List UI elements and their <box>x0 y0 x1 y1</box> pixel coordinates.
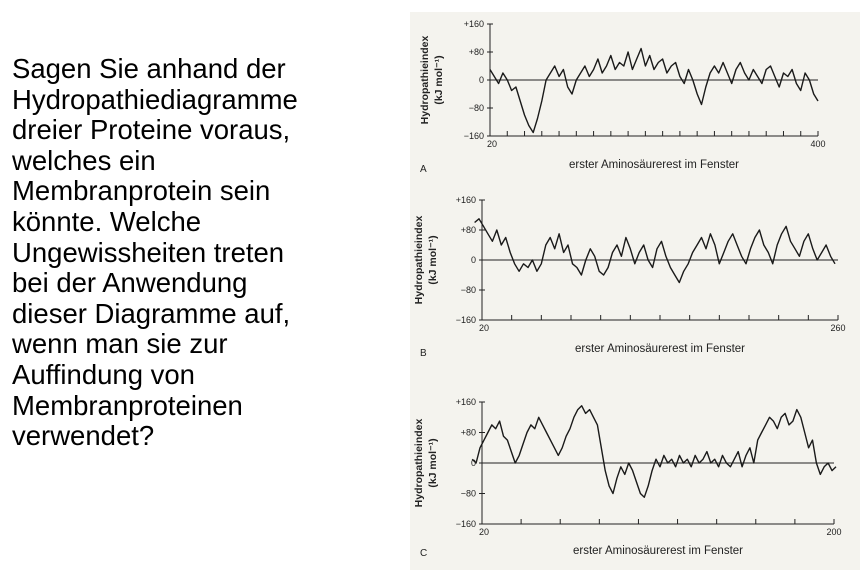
question-line: Hydropathiediagramme <box>12 83 298 115</box>
hydropathy-series-line <box>474 218 836 284</box>
hydropathy-figure: +160 +80 0 −80 −160 20 400 erster Aminosäureres… <box>410 12 860 570</box>
y-tick-label: −80 <box>461 285 476 295</box>
question-line: Membranproteinen <box>12 389 243 421</box>
y-tick-label: +80 <box>469 47 484 57</box>
question-line: dreier Proteine voraus, <box>12 114 291 146</box>
x-tick-label: 400 <box>810 139 825 149</box>
x-tick-label: 20 <box>479 323 489 333</box>
x-tick-label: 200 <box>826 527 841 537</box>
x-axis-title: erster Aminosäurerest im Fenster <box>569 159 739 171</box>
question-line: Membranprotein sein <box>12 175 271 207</box>
y-tick-label: +80 <box>461 428 476 438</box>
question-line: Ungewissheiten treten <box>12 236 285 268</box>
y-axis-unit: (kJ mol⁻¹) <box>427 235 439 284</box>
hydropathy-series-line <box>489 47 819 134</box>
x-tick-label: 20 <box>479 527 489 537</box>
y-axis-unit: (kJ mol⁻¹) <box>433 55 445 104</box>
x-tick-label: 20 <box>487 139 497 149</box>
question-line: wenn man sie zur <box>12 328 228 360</box>
y-axis-title: Hydropathieindex <box>413 216 425 305</box>
y-tick-label: +80 <box>461 225 476 235</box>
x-tick-label: 260 <box>830 323 845 333</box>
question-line: verwendet? <box>12 420 155 452</box>
y-tick-label: 0 <box>471 255 476 265</box>
question-text: Sagen Sie anhand der Hydropathiediagramme… <box>12 53 372 452</box>
y-axis-title: Hydropathieindex <box>419 36 431 125</box>
question-line: könnte. Welche <box>12 205 202 237</box>
y-tick-label: −160 <box>464 131 484 141</box>
panel-letter: A <box>420 164 427 175</box>
y-tick-label: −80 <box>461 489 476 499</box>
y-tick-label: +160 <box>456 195 476 205</box>
question-line: Auffindung von <box>12 358 195 390</box>
question-line: Sagen Sie anhand der <box>12 53 286 84</box>
y-axis-title: Hydropathieindex <box>413 419 425 508</box>
y-tick-label: +160 <box>456 397 476 407</box>
question-line: bei der Anwendung <box>12 267 248 299</box>
panel-letter: B <box>420 348 427 359</box>
x-axis-title: erster Aminosäurerest im Fenster <box>573 545 743 557</box>
y-tick-label: −160 <box>456 519 476 529</box>
y-axis-unit: (kJ mol⁻¹) <box>427 438 439 487</box>
y-tick-label: −80 <box>469 103 484 113</box>
y-tick-label: 0 <box>471 458 476 468</box>
hydropathy-series-line <box>471 405 837 498</box>
panel-letter: C <box>420 548 427 559</box>
y-tick-label: 0 <box>479 75 484 85</box>
question-line: welches ein <box>12 144 156 176</box>
y-tick-label: +160 <box>464 19 484 29</box>
question-line: dieser Diagramme auf, <box>12 297 291 329</box>
x-axis-title: erster Aminosäurerest im Fenster <box>575 343 745 355</box>
y-tick-label: −160 <box>456 315 476 325</box>
